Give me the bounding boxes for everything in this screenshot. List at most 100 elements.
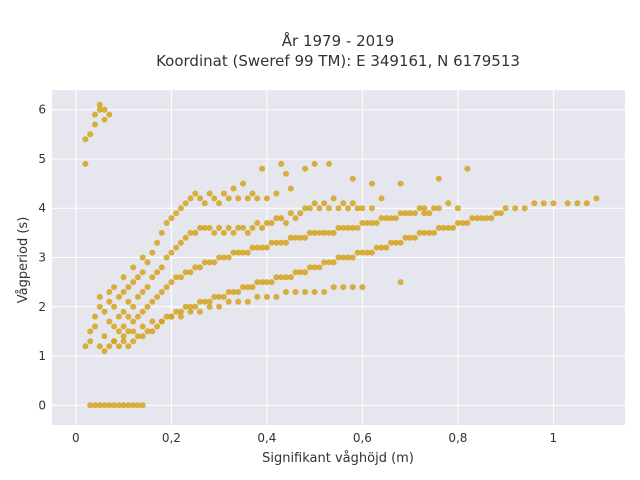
data-point: [268, 220, 275, 226]
data-point: [106, 111, 113, 118]
data-point: [416, 205, 423, 212]
data-point: [120, 402, 127, 409]
data-point: [139, 289, 146, 295]
data-point: [225, 254, 232, 261]
data-point: [187, 229, 194, 236]
data-point: [154, 293, 161, 300]
data-point: [254, 244, 261, 251]
data-point: [268, 279, 275, 286]
data-point: [139, 308, 146, 315]
data-point: [263, 293, 270, 300]
data-point: [149, 274, 156, 281]
data-point: [101, 116, 108, 123]
data-point: [115, 293, 122, 300]
data-point: [201, 200, 208, 207]
data-point: [531, 200, 538, 207]
data-point: [87, 338, 94, 345]
data-point: [177, 239, 184, 246]
data-point: [368, 220, 375, 226]
data-point: [111, 303, 118, 310]
data-point: [244, 298, 251, 305]
data-point: [244, 229, 251, 236]
data-point: [216, 200, 223, 207]
data-point: [197, 298, 203, 305]
data-point: [263, 195, 270, 202]
data-point: [373, 220, 380, 226]
data-point: [330, 259, 337, 266]
data-point: [201, 259, 208, 266]
data-point: [192, 229, 199, 236]
data-point: [416, 229, 423, 236]
data-point: [101, 333, 108, 340]
data-point: [574, 200, 581, 207]
data-point: [187, 195, 194, 202]
data-point: [115, 402, 122, 409]
data-point: [197, 308, 203, 315]
data-point: [168, 313, 175, 320]
data-point: [230, 289, 237, 295]
data-point: [134, 402, 141, 409]
data-point: [254, 279, 261, 286]
data-point: [115, 343, 122, 350]
data-point: [411, 234, 418, 241]
data-point: [240, 249, 246, 256]
data-point: [273, 239, 280, 246]
data-point: [139, 323, 146, 330]
data-point: [359, 205, 366, 212]
data-point: [345, 205, 352, 212]
data-point: [483, 215, 490, 222]
data-point: [111, 323, 118, 330]
data-point: [335, 224, 342, 231]
data-point: [454, 220, 461, 226]
data-point: [173, 274, 180, 281]
data-point: [163, 254, 170, 261]
data-point: [101, 106, 108, 113]
data-point: [287, 274, 294, 281]
data-point: [206, 298, 213, 305]
data-point: [106, 343, 113, 350]
data-point: [235, 289, 242, 295]
data-point: [521, 205, 528, 212]
data-point: [349, 200, 356, 207]
data-point: [302, 205, 309, 212]
data-point: [512, 205, 519, 212]
data-point: [335, 205, 342, 212]
data-point: [244, 284, 251, 291]
data-point: [158, 318, 165, 325]
data-point: [225, 224, 232, 231]
data-point: [440, 224, 447, 231]
x-axis-title: Signifikant våghöjd (m): [262, 451, 414, 466]
data-point: [407, 234, 414, 241]
data-point: [92, 323, 98, 330]
data-point: [292, 215, 299, 222]
data-point: [392, 239, 399, 246]
data-point: [378, 215, 385, 222]
data-point: [163, 284, 170, 291]
data-point: [378, 244, 385, 251]
data-point: [216, 303, 223, 310]
data-point: [120, 323, 127, 330]
data-point: [259, 224, 266, 231]
data-point: [259, 244, 266, 251]
data-point: [125, 284, 132, 291]
x-tick-label: 0: [72, 431, 80, 445]
x-tick-labels: 0 0,2 0,4 0,6 0,8 1: [72, 431, 557, 445]
data-point: [197, 195, 203, 202]
data-point: [211, 293, 218, 300]
data-point: [316, 264, 323, 271]
data-point: [459, 220, 466, 226]
data-point: [349, 284, 356, 291]
data-point: [326, 259, 332, 266]
data-point: [158, 289, 165, 295]
data-point: [383, 215, 390, 222]
data-point: [349, 175, 356, 182]
data-point: [273, 215, 280, 222]
data-point: [177, 308, 184, 315]
data-point: [454, 205, 461, 212]
data-point: [330, 284, 337, 291]
data-point: [187, 308, 194, 315]
data-point: [168, 279, 175, 286]
data-point: [192, 190, 199, 197]
data-point: [335, 254, 342, 261]
